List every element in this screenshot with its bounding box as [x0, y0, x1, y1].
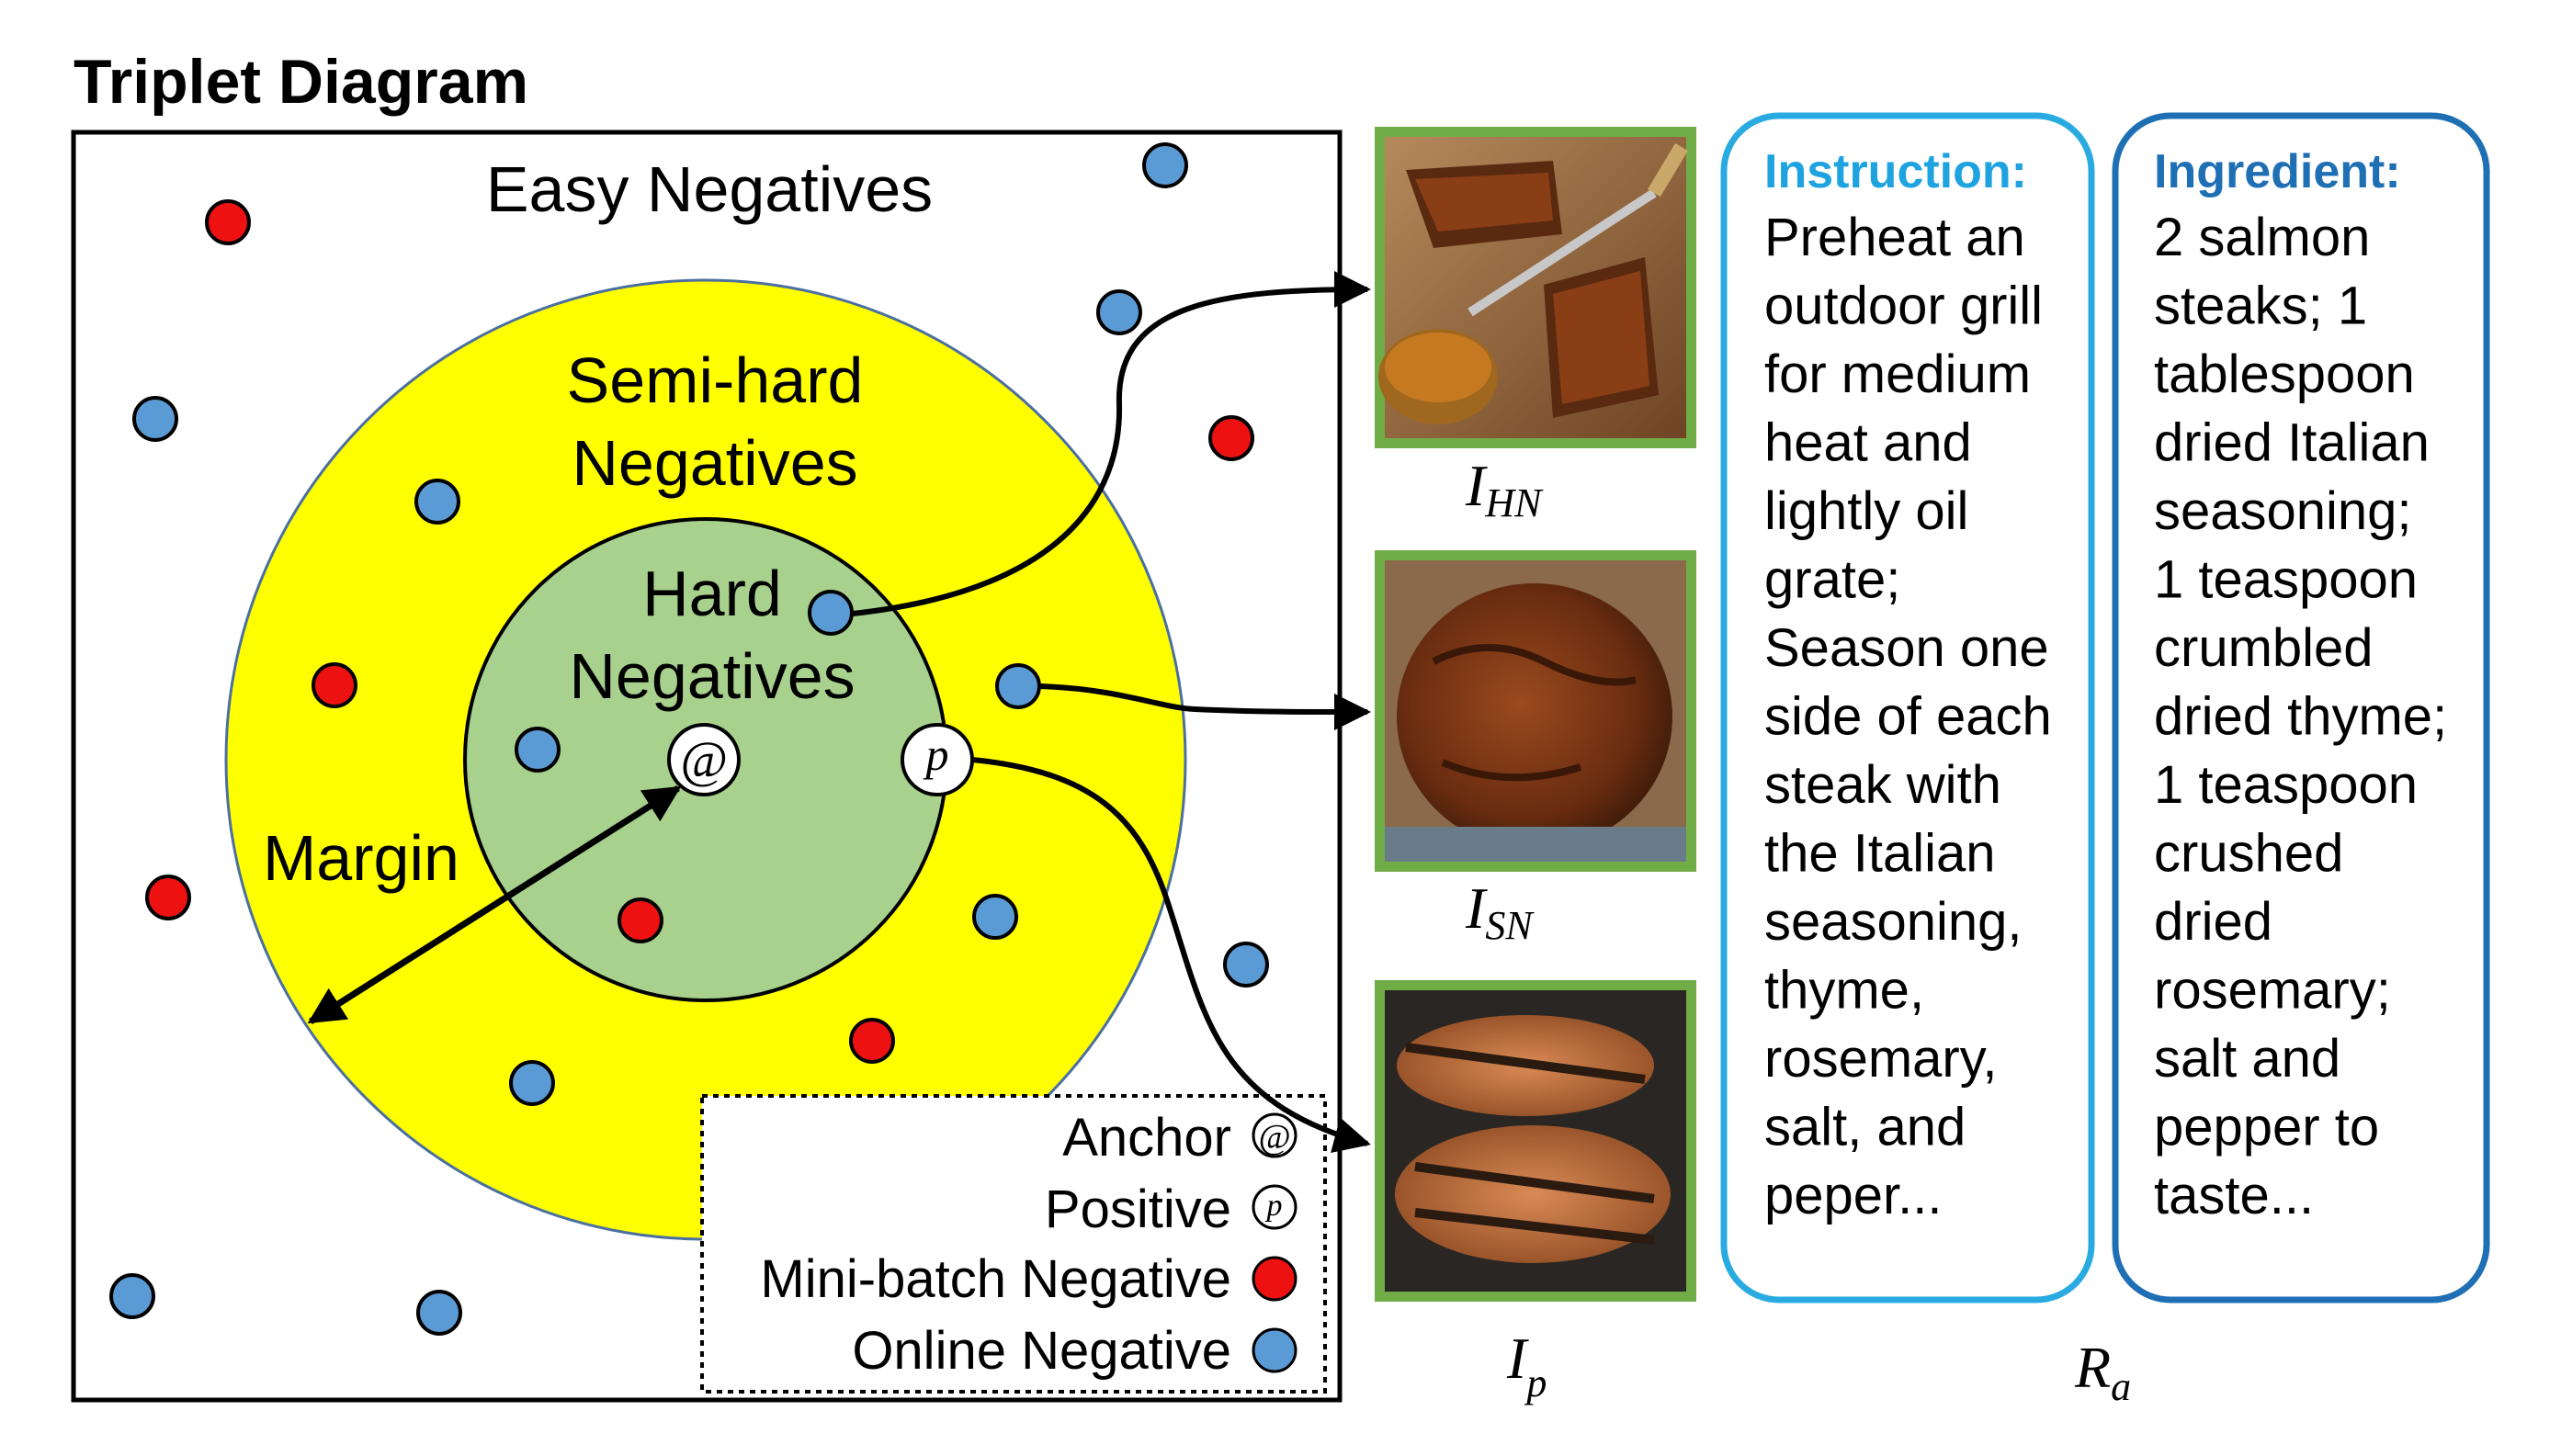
- minibatch-negative-dot: [205, 199, 251, 245]
- arrow-hard-to-image: [852, 271, 1371, 616]
- embedding-space-border: [71, 130, 1343, 1403]
- legend: Anchor @ Positive p Mini-batch Negative …: [700, 1094, 1327, 1394]
- positive-point: p: [901, 723, 974, 796]
- instruction-line: the Italian: [1764, 824, 1996, 884]
- figure-title: Triplet Diagram: [74, 47, 528, 117]
- online-negative-dot: [132, 396, 178, 442]
- ingredient-box: Ingredient: 2 salmon steaks; 1 tablespoon d…: [2112, 112, 2490, 1304]
- instruction-box: Instruction: Preheat an outdoor grill for …: [1720, 112, 2095, 1304]
- ingredient-line: dried: [2154, 892, 2272, 952]
- margin-label: Margin: [263, 822, 459, 894]
- instruction-line: lightly oil: [1764, 481, 1968, 541]
- online-negative-dot: [515, 727, 561, 773]
- online-negatives: [109, 142, 1269, 1336]
- instruction-line: thyme,: [1764, 961, 1924, 1021]
- online-negative-dot: [509, 1060, 555, 1106]
- ingredient-line: rosemary;: [2154, 961, 2391, 1021]
- minibatch-negatives: [145, 199, 1254, 1064]
- minibatch-negative-dot: [1208, 415, 1254, 461]
- hard-label-line2: Negatives: [569, 640, 855, 712]
- minibatch-negative-dot: [849, 1018, 895, 1064]
- instruction-line: salt, and: [1764, 1098, 1966, 1157]
- online-negative-dot: [972, 894, 1018, 940]
- instruction-line: side of each: [1764, 687, 2052, 747]
- hard-label-line1: Hard: [642, 558, 782, 629]
- legend-minibatch-dot: [1252, 1256, 1297, 1302]
- instruction-line: Season one: [1764, 618, 2049, 678]
- ingredient-line: steaks; 1: [2154, 277, 2367, 336]
- instruction-line: rosemary,: [1764, 1029, 1998, 1089]
- online-negative-dot: [1096, 289, 1142, 335]
- ingredient-line: tablespoon: [2154, 344, 2415, 404]
- anchor-glyph: @: [680, 732, 728, 789]
- ingredient-line: 1 teaspoon: [2154, 755, 2418, 815]
- image-hard-negative: [1375, 127, 1696, 448]
- image-positive: [1375, 980, 1696, 1302]
- arrow-positive-to-image: [971, 757, 1371, 1153]
- instruction-text: Preheat an outdoor grill for medium heat an…: [1764, 208, 2052, 1225]
- image-semihard-negative: [1375, 550, 1696, 872]
- ingredient-line: 1 teaspoon: [2154, 550, 2418, 610]
- margin-arrow: [307, 785, 682, 1024]
- legend-anchor-label: Anchor: [1062, 1108, 1231, 1168]
- label-i-sn: ISN: [1465, 875, 1535, 948]
- semihard-label-line1: Semi-hard: [567, 344, 864, 416]
- instruction-line: outdoor grill: [1764, 277, 2043, 336]
- ingredient-heading: Ingredient:: [2154, 145, 2401, 198]
- minibatch-negative-dot: [145, 875, 191, 920]
- minibatch-negative-dot: [312, 662, 357, 708]
- ingredient-line: dried Italian: [2154, 413, 2430, 473]
- legend-online-label: Online Negative: [852, 1321, 1231, 1381]
- label-r-a: Ra: [2074, 1335, 2131, 1409]
- ingredient-line: salt and: [2154, 1029, 2340, 1089]
- legend-online-dot: [1252, 1327, 1297, 1373]
- minibatch-negative-dot: [618, 897, 663, 943]
- online-negative-dot: [1142, 142, 1188, 188]
- label-i-p: Ip: [1506, 1326, 1547, 1405]
- online-negative-dot: [416, 1290, 462, 1336]
- ingredient-line: crushed: [2154, 824, 2343, 884]
- easy-negatives-label: Easy Negatives: [486, 153, 933, 225]
- legend-positive-glyph: p: [1265, 1189, 1283, 1223]
- instruction-line: heat and: [1764, 413, 1972, 473]
- ingredient-text: 2 salmon steaks; 1 tablespoon dried Italian…: [2154, 208, 2447, 1225]
- ingredient-line: seasoning;: [2154, 481, 2412, 541]
- online-negative-dot: [995, 663, 1041, 709]
- ingredient-line: pepper to: [2154, 1098, 2379, 1157]
- ingredient-line: crumbled: [2154, 618, 2374, 678]
- online-negative-dot: [109, 1273, 155, 1319]
- anchor-point: @: [667, 723, 741, 796]
- instruction-heading: Instruction:: [1764, 145, 2027, 198]
- instruction-line: peper...: [1764, 1166, 1942, 1225]
- online-negative-dot: [414, 479, 460, 525]
- legend-positive-label: Positive: [1045, 1179, 1231, 1239]
- instruction-line: seasoning,: [1764, 892, 2023, 952]
- positive-glyph: p: [924, 728, 949, 780]
- instruction-line: for medium: [1764, 344, 2031, 404]
- online-negative-dot: [808, 590, 854, 636]
- instruction-line: Preheat an: [1764, 208, 2025, 267]
- legend-minibatch-label: Mini-batch Negative: [760, 1249, 1231, 1309]
- label-i-hn: IHN: [1465, 453, 1544, 525]
- ingredient-line: taste...: [2154, 1166, 2314, 1225]
- ingredient-line: dried thyme;: [2154, 687, 2447, 747]
- arrow-semihard-to-image: [1038, 683, 1371, 730]
- semihard-label-line2: Negatives: [572, 427, 857, 499]
- legend-anchor-glyph: @: [1259, 1118, 1291, 1157]
- instruction-line: grate;: [1764, 550, 1900, 610]
- ingredient-line: 2 salmon: [2154, 208, 2370, 267]
- instruction-line: steak with: [1764, 755, 2001, 815]
- online-negative-dot: [1223, 942, 1269, 988]
